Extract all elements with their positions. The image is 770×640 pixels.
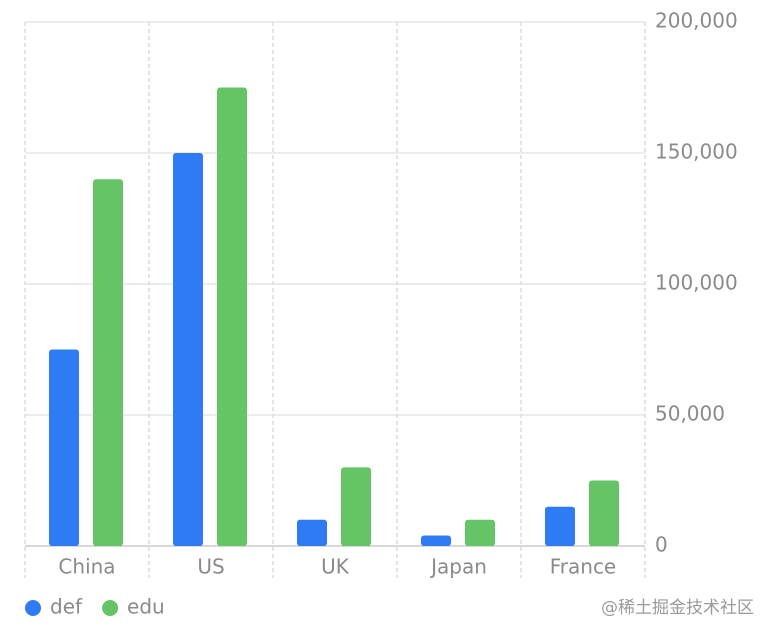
bar (93, 179, 123, 546)
y-tick-label: 150,000 (655, 140, 738, 164)
watermark: @稀土掘金技术社区 (601, 598, 754, 618)
bar (49, 349, 79, 546)
bar (297, 519, 327, 546)
bar (465, 519, 495, 546)
legend-marker (102, 600, 119, 616)
bar (589, 480, 619, 546)
y-tick-label: 50,000 (655, 402, 725, 426)
legend-marker (25, 600, 41, 616)
bar (217, 87, 247, 546)
legend-label: edu (127, 595, 165, 619)
bar (545, 506, 575, 546)
legend-label: def (50, 595, 83, 619)
x-tick-label: France (550, 555, 617, 579)
x-tick-label: UK (321, 555, 350, 579)
y-tick-label: 100,000 (655, 271, 738, 295)
y-tick-label: 200,000 (655, 9, 738, 33)
x-tick-label: US (197, 555, 224, 579)
x-tick-label: Japan (429, 555, 487, 579)
y-tick-label: 0 (655, 533, 668, 557)
bar (173, 153, 203, 546)
x-tick-label: China (58, 555, 115, 579)
bar (341, 467, 371, 546)
bar (421, 535, 451, 546)
